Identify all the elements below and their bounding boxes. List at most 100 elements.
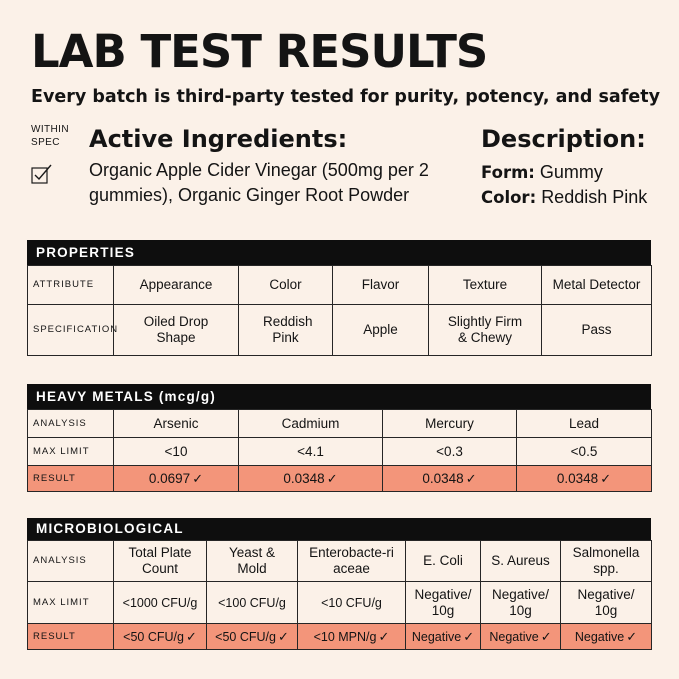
page-subtitle: Every batch is third-party tested for pu… (31, 87, 660, 107)
table-cell: <50 CFU/g ✓ (206, 623, 298, 650)
table-cell: Yeast & Mold (206, 540, 298, 582)
max-limit-row: MAX LIMIT <10 <4.1 <0.3 <0.5 (27, 437, 652, 466)
color-value: Reddish Pink (541, 187, 648, 207)
attribute-row: ATTRIBUTE Appearance Color Flavor Textur… (27, 265, 652, 305)
microbiological-header: MICROBIOLOGICAL (27, 518, 651, 540)
table-cell: Negative ✓ (480, 623, 561, 650)
properties-table: ATTRIBUTE Appearance Color Flavor Textur… (27, 265, 652, 356)
max-limit-row: MAX LIMIT <1000 CFU/g <100 CFU/g <10 CFU… (27, 581, 652, 624)
table-cell: Salmonella spp. (560, 540, 652, 582)
table-cell: Negative/ 10g (405, 581, 481, 624)
result-value: 0.0348 (283, 470, 325, 486)
table-cell: Flavor (332, 265, 429, 305)
table-cell: Metal Detector (541, 265, 652, 305)
table-cell: Arsenic (113, 409, 239, 438)
active-ingredients-title: Active Ingredients: (89, 125, 348, 153)
within-spec-line1: WITHIN (31, 124, 69, 135)
check-icon: ✓ (626, 628, 638, 644)
table-cell: <50 CFU/g ✓ (113, 623, 207, 650)
table-cell: Negative ✓ (405, 623, 481, 650)
table-cell: Enterobacte-riaceae (297, 540, 406, 582)
table-cell: <0.5 (516, 437, 652, 466)
checkbox-check-icon (31, 164, 52, 184)
table-cell: Slightly Firm & Chewy (428, 304, 542, 356)
table-cell: S. Aureus (480, 540, 561, 582)
result-value: <10 MPN/g (313, 629, 377, 644)
active-ingredients-text: Organic Apple Cider Vinegar (500mg per 2… (89, 160, 429, 205)
within-spec-note: WITHIN SPEC (31, 123, 69, 149)
result-value: 0.0348 (422, 470, 464, 486)
description-title: Description: (481, 125, 646, 153)
table-cell: Negative/ 10g (560, 581, 652, 624)
row-label: SPECIFICATION (27, 304, 117, 356)
row-label: ATTRIBUTE (27, 265, 114, 305)
within-spec-line2: SPEC (31, 137, 60, 148)
table-cell: Appearance (113, 265, 239, 305)
table-cell: Apple (332, 304, 429, 356)
table-cell: Negative/ 10g (480, 581, 561, 624)
row-label: MAX LIMIT (27, 581, 114, 624)
result-value: Negative (489, 629, 539, 644)
table-cell: Negative ✓ (560, 623, 652, 650)
result-value: 0.0348 (556, 470, 599, 486)
table-cell: <100 CFU/g (206, 581, 298, 624)
row-label: RESULT (27, 465, 114, 492)
microbiological-section: MICROBIOLOGICAL ANALYSIS Total Plate Cou… (27, 518, 652, 650)
check-icon: ✓ (378, 628, 390, 644)
table-cell: E. Coli (405, 540, 481, 582)
check-icon: ✓ (600, 470, 612, 486)
row-label: MAX LIMIT (27, 437, 114, 466)
table-cell: Reddish Pink (238, 304, 333, 356)
specification-row: SPECIFICATION Oiled Drop Shape Reddish P… (27, 304, 652, 356)
table-cell: Color (238, 265, 333, 305)
color-label: Color: (481, 188, 537, 207)
table-cell: <1000 CFU/g (113, 581, 207, 624)
table-cell: Texture (428, 265, 542, 305)
analysis-row: ANALYSIS Arsenic Cadmium Mercury Lead (27, 409, 652, 438)
check-icon: ✓ (540, 628, 552, 644)
analysis-row: ANALYSIS Total Plate Count Yeast & Mold … (27, 540, 652, 582)
result-value: <50 CFU/g (215, 629, 276, 644)
heavy-metals-section: HEAVY METALS (mcg/g) ANALYSIS Arsenic Ca… (27, 384, 652, 492)
page-title: LAB TEST RESULTS (31, 25, 488, 78)
result-value: Negative (411, 629, 462, 644)
description-color: Color: Reddish Pink (481, 185, 647, 210)
table-cell: Total Plate Count (113, 540, 207, 582)
check-icon: ✓ (463, 628, 475, 644)
heavy-metals-header: HEAVY METALS (mcg/g) (27, 384, 651, 409)
table-cell: Pass (541, 304, 652, 356)
table-cell: <10 (113, 437, 239, 466)
check-icon: ✓ (185, 628, 197, 644)
table-cell: 0.0348 ✓ (382, 465, 517, 492)
properties-header: PROPERTIES (27, 240, 651, 265)
check-icon: ✓ (277, 628, 289, 644)
result-value: <50 CFU/g (123, 629, 184, 644)
result-row: RESULT <50 CFU/g ✓ <50 CFU/g ✓ <10 MPN/g ✓ … (27, 623, 652, 650)
check-icon: ✓ (326, 470, 338, 486)
result-row: RESULT 0.0697 ✓ 0.0348 ✓ 0.0348 ✓ 0.0348 ✓ (27, 465, 652, 492)
check-icon: ✓ (465, 470, 477, 486)
microbiological-table: ANALYSIS Total Plate Count Yeast & Mold … (27, 540, 652, 650)
heavy-metals-table: ANALYSIS Arsenic Cadmium Mercury Lead MA… (27, 409, 652, 492)
table-cell: 0.0697 ✓ (113, 465, 239, 492)
table-cell: <10 MPN/g ✓ (297, 623, 406, 650)
description-form: Form: Gummy (481, 160, 603, 185)
table-cell: <10 CFU/g (297, 581, 406, 624)
table-cell: Mercury (382, 409, 517, 438)
result-value: 0.0697 (148, 470, 191, 486)
check-icon: ✓ (192, 470, 204, 486)
row-label: ANALYSIS (27, 540, 114, 582)
table-cell: Oiled Drop Shape (113, 304, 239, 356)
table-cell: Lead (516, 409, 652, 438)
properties-section: PROPERTIES ATTRIBUTE Appearance Color Fl… (27, 240, 652, 356)
table-cell: Cadmium (238, 409, 383, 438)
form-value: Gummy (539, 162, 603, 182)
table-cell: 0.0348 ✓ (238, 465, 383, 492)
row-label: RESULT (27, 623, 114, 650)
result-value: Negative (574, 629, 625, 644)
table-cell: 0.0348 ✓ (516, 465, 652, 492)
table-cell: <0.3 (382, 437, 517, 466)
form-label: Form: (481, 163, 535, 182)
row-label: ANALYSIS (27, 409, 114, 438)
table-cell: <4.1 (238, 437, 383, 466)
